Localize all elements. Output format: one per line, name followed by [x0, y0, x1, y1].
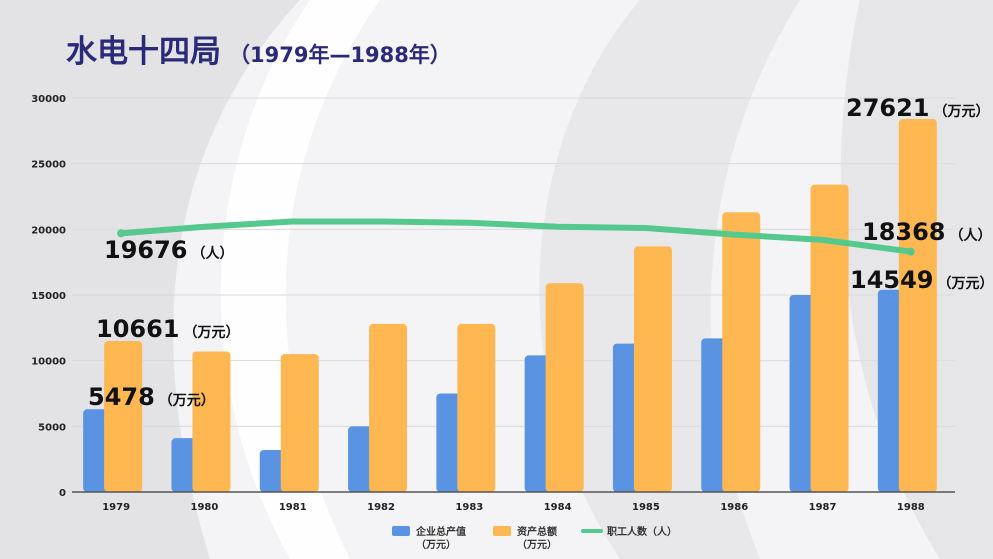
- annotation-value: 10661: [96, 315, 180, 343]
- legend-label-line: （万元）: [517, 538, 557, 551]
- legend-swatch-bar: [392, 526, 410, 536]
- legend: 企业总产值（万元）资产总额（万元）职工人数（人）: [392, 525, 677, 551]
- legend-label-line: （万元）: [416, 538, 456, 551]
- annotation-label: 18368 （人）: [862, 218, 992, 246]
- y-tick-label: 5000: [38, 422, 66, 433]
- annotation-unit: （万元）: [938, 276, 993, 292]
- y-tick-label: 15000: [31, 291, 66, 302]
- workers-line-path: [118, 218, 914, 255]
- x-tick-label: 1984: [544, 502, 572, 513]
- title-sub: （1979年—1988年）: [229, 43, 451, 67]
- legend-label-line: 职工人数（人）: [607, 525, 677, 538]
- annotation-value: 14549: [850, 266, 934, 294]
- x-tick-label: 1982: [367, 502, 395, 513]
- bar-output: [259, 449, 287, 492]
- bar-assets: [192, 351, 231, 492]
- legend-label-line: 资产总额: [517, 525, 557, 538]
- y-tick-label: 10000: [31, 357, 66, 368]
- page-title: 水电十四局 （1979年—1988年）: [66, 26, 451, 71]
- x-tick-label: 1980: [191, 502, 219, 513]
- bar-assets: [722, 212, 761, 492]
- x-axis-ticks: 1979 1980 1981 1982 1983 1984 1985 1986 1987 1988: [102, 502, 925, 513]
- annotation-unit: （人）: [192, 245, 234, 262]
- annotation-value: 19676: [104, 236, 188, 264]
- bar-assets: [369, 323, 408, 492]
- bar-output: [436, 393, 464, 492]
- annotation-label: 5478 （万元）: [88, 383, 215, 411]
- bar-output: [171, 438, 199, 492]
- annotations: 5478 （万元）10661 （万元）19676 （人）27621 （万元）18368 （…: [88, 94, 993, 411]
- annotation-unit: （人）: [950, 227, 992, 244]
- x-tick-label: 1988: [897, 502, 925, 513]
- legend-swatch-bar: [493, 526, 511, 536]
- legend-label: 职工人数（人）: [607, 525, 677, 538]
- annotation-label: 19676 （人）: [104, 236, 234, 264]
- annotation-label: 10661 （万元）: [96, 315, 240, 343]
- annotation-value: 27621: [846, 94, 930, 122]
- legend-label-line: 企业总产值: [415, 525, 466, 538]
- annotation-unit: （万元）: [184, 325, 240, 341]
- workers-line: [117, 218, 915, 256]
- annotation-value: 5478: [88, 383, 155, 411]
- y-tick-label: 0: [59, 488, 66, 499]
- bar-output: [348, 426, 376, 492]
- x-tick-label: 1986: [720, 502, 748, 513]
- bar-output: [789, 295, 817, 492]
- legend-label: 资产总额（万元）: [517, 525, 557, 551]
- x-tick-label: 1981: [279, 502, 307, 513]
- bar-assets: [810, 184, 849, 492]
- bar-output: [83, 409, 111, 492]
- y-tick-label: 30000: [31, 94, 66, 105]
- annotation-unit: （万元）: [934, 104, 990, 120]
- title-main: 水电十四局: [66, 34, 221, 70]
- annotation-label: 27621 （万元）: [846, 94, 990, 122]
- x-tick-label: 1979: [102, 502, 130, 513]
- annotation-label: 14549 （万元）: [850, 266, 993, 294]
- bar-assets: [633, 246, 672, 492]
- y-tick-label: 25000: [31, 160, 66, 171]
- bar-output: [524, 355, 552, 492]
- bar-assets: [898, 119, 937, 492]
- x-tick-label: 1983: [455, 502, 483, 513]
- bar-output: [612, 343, 640, 492]
- annotation-value: 18368: [862, 218, 946, 246]
- bar-assets: [545, 283, 584, 492]
- x-tick-label: 1987: [809, 502, 837, 513]
- annotation-unit: （万元）: [159, 393, 215, 409]
- x-tick-label: 1985: [632, 502, 660, 513]
- y-axis-ticks: 0 5000 10000 15000 20000 25000 30000: [31, 94, 66, 499]
- bar-output: [701, 338, 729, 492]
- legend-label: 企业总产值（万元）: [415, 525, 466, 551]
- line-point: [906, 247, 915, 256]
- bar-output: [877, 289, 905, 492]
- bar-assets: [280, 354, 319, 492]
- bar-assets: [104, 340, 143, 492]
- y-tick-label: 20000: [31, 225, 66, 236]
- bars: [83, 119, 937, 492]
- bar-assets: [457, 323, 496, 492]
- line-point: [117, 229, 126, 238]
